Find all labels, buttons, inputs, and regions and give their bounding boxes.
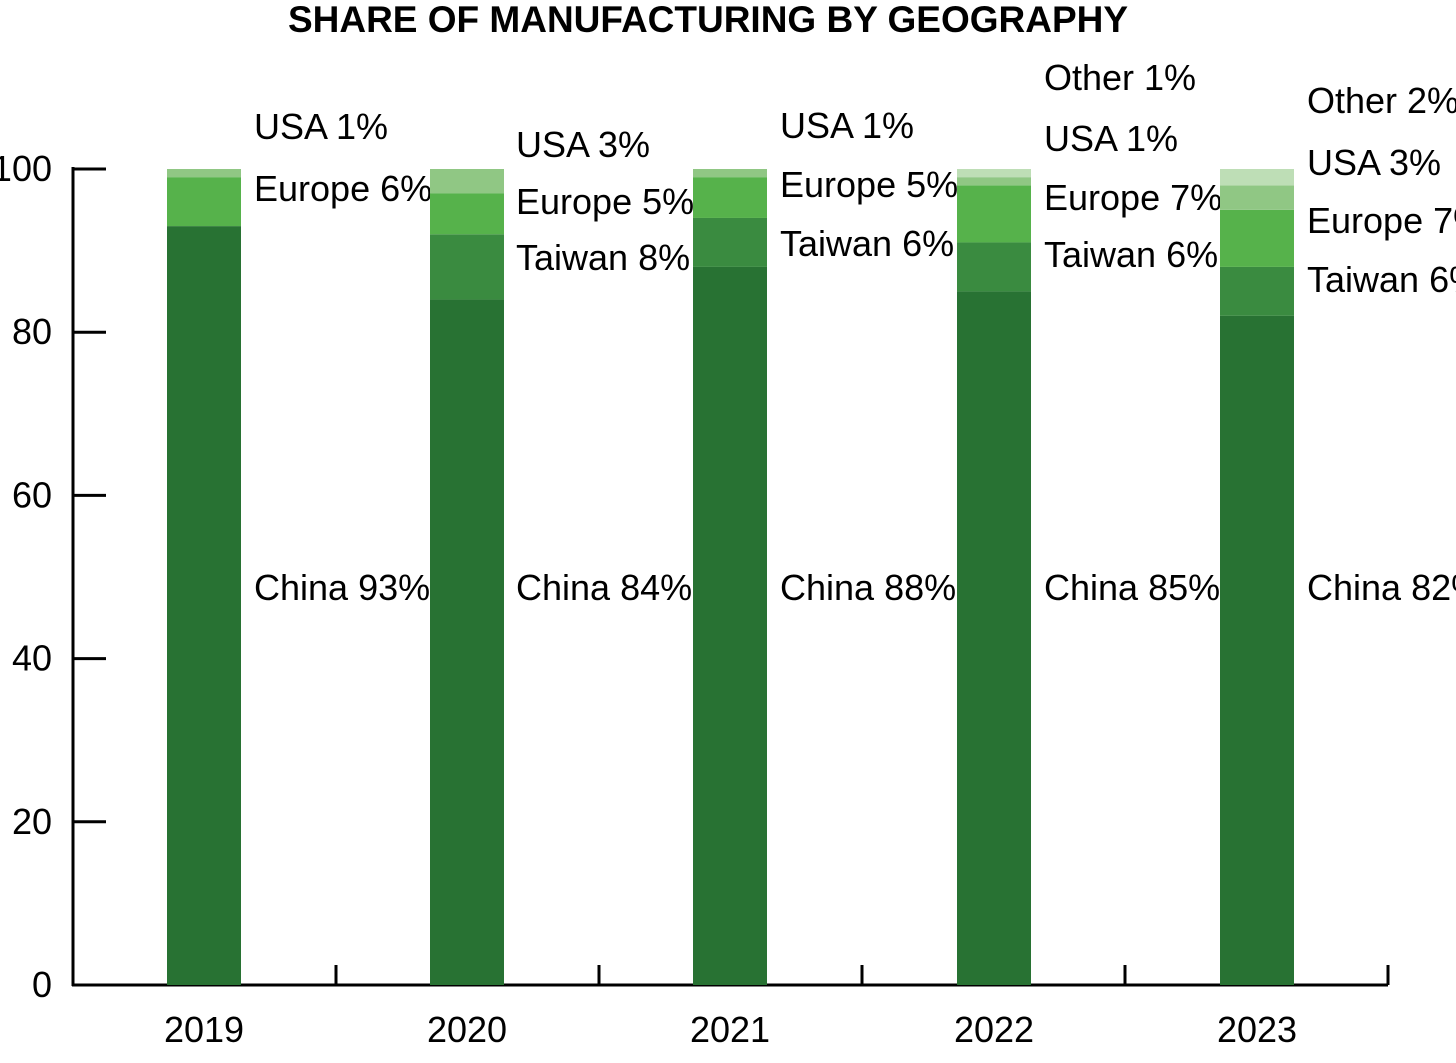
- data-label: Europe 6%: [254, 168, 432, 209]
- data-label: Europe 7%: [1307, 200, 1456, 241]
- bar-china-2021: [693, 266, 767, 985]
- data-label: USA 3%: [1307, 142, 1441, 183]
- data-label: Taiwan 6%: [1044, 234, 1218, 275]
- bar-usa-2023: [1220, 185, 1294, 210]
- data-label: Taiwan 8%: [516, 237, 690, 278]
- data-label: Other 1%: [1044, 57, 1196, 98]
- bar-other-2023: [1220, 169, 1294, 186]
- data-label: Europe 5%: [516, 181, 694, 222]
- chart-title: SHARE OF MANUFACTURING BY GEOGRAPHY: [288, 0, 1128, 40]
- data-label: China 84%: [516, 567, 692, 608]
- bar-china-2020: [430, 299, 504, 985]
- data-label: USA 1%: [254, 106, 388, 147]
- bar-europe-2021: [693, 177, 767, 218]
- x-tick-label: 2022: [954, 1009, 1034, 1050]
- bar-china-2023: [1220, 315, 1294, 985]
- data-label: Taiwan 6%: [780, 223, 954, 264]
- plot-area: 0 20 40 60 80 100 2019 USA 1% Europe 6% China 93%…: [0, 57, 1456, 1050]
- bar-europe-2019: [167, 177, 241, 227]
- y-tick-label: 20: [12, 801, 52, 842]
- bar-usa-2021: [693, 169, 767, 178]
- bar-europe-2023: [1220, 209, 1294, 267]
- x-tick-label: 2020: [427, 1009, 507, 1050]
- y-tick-label: 0: [32, 964, 52, 1005]
- data-label: Europe 7%: [1044, 177, 1222, 218]
- bar-china-2022: [957, 291, 1031, 985]
- y-tick-label: 100: [0, 148, 52, 189]
- data-label: China 85%: [1044, 567, 1220, 608]
- bar-china-2019: [167, 226, 241, 985]
- x-tick-label: 2019: [164, 1009, 244, 1050]
- y-tick-label: 40: [12, 638, 52, 679]
- bar-taiwan-2022: [957, 242, 1031, 292]
- bar-taiwan-2021: [693, 217, 767, 267]
- y-tick-label: 80: [12, 311, 52, 352]
- x-tick-label: 2021: [690, 1009, 770, 1050]
- data-label: China 82%: [1307, 567, 1456, 608]
- bar-other-2022: [957, 169, 1031, 178]
- data-label: Other 2%: [1307, 80, 1456, 121]
- bar-taiwan-2023: [1220, 266, 1294, 316]
- x-tick-label: 2023: [1217, 1009, 1297, 1050]
- data-label: Europe 5%: [780, 164, 958, 205]
- data-label: USA 3%: [516, 124, 650, 165]
- bar-taiwan-2020: [430, 234, 504, 300]
- data-label: USA 1%: [1044, 118, 1178, 159]
- bar-europe-2020: [430, 193, 504, 235]
- bar-usa-2022: [957, 177, 1031, 186]
- data-label: China 93%: [254, 567, 430, 608]
- bar-usa-2019: [167, 169, 241, 178]
- bar-europe-2022: [957, 185, 1031, 243]
- data-label: Taiwan 6%: [1307, 259, 1456, 300]
- y-tick-label: 60: [12, 474, 52, 515]
- data-label: USA 1%: [780, 105, 914, 146]
- data-label: China 88%: [780, 567, 956, 608]
- bar-usa-2020: [430, 169, 504, 194]
